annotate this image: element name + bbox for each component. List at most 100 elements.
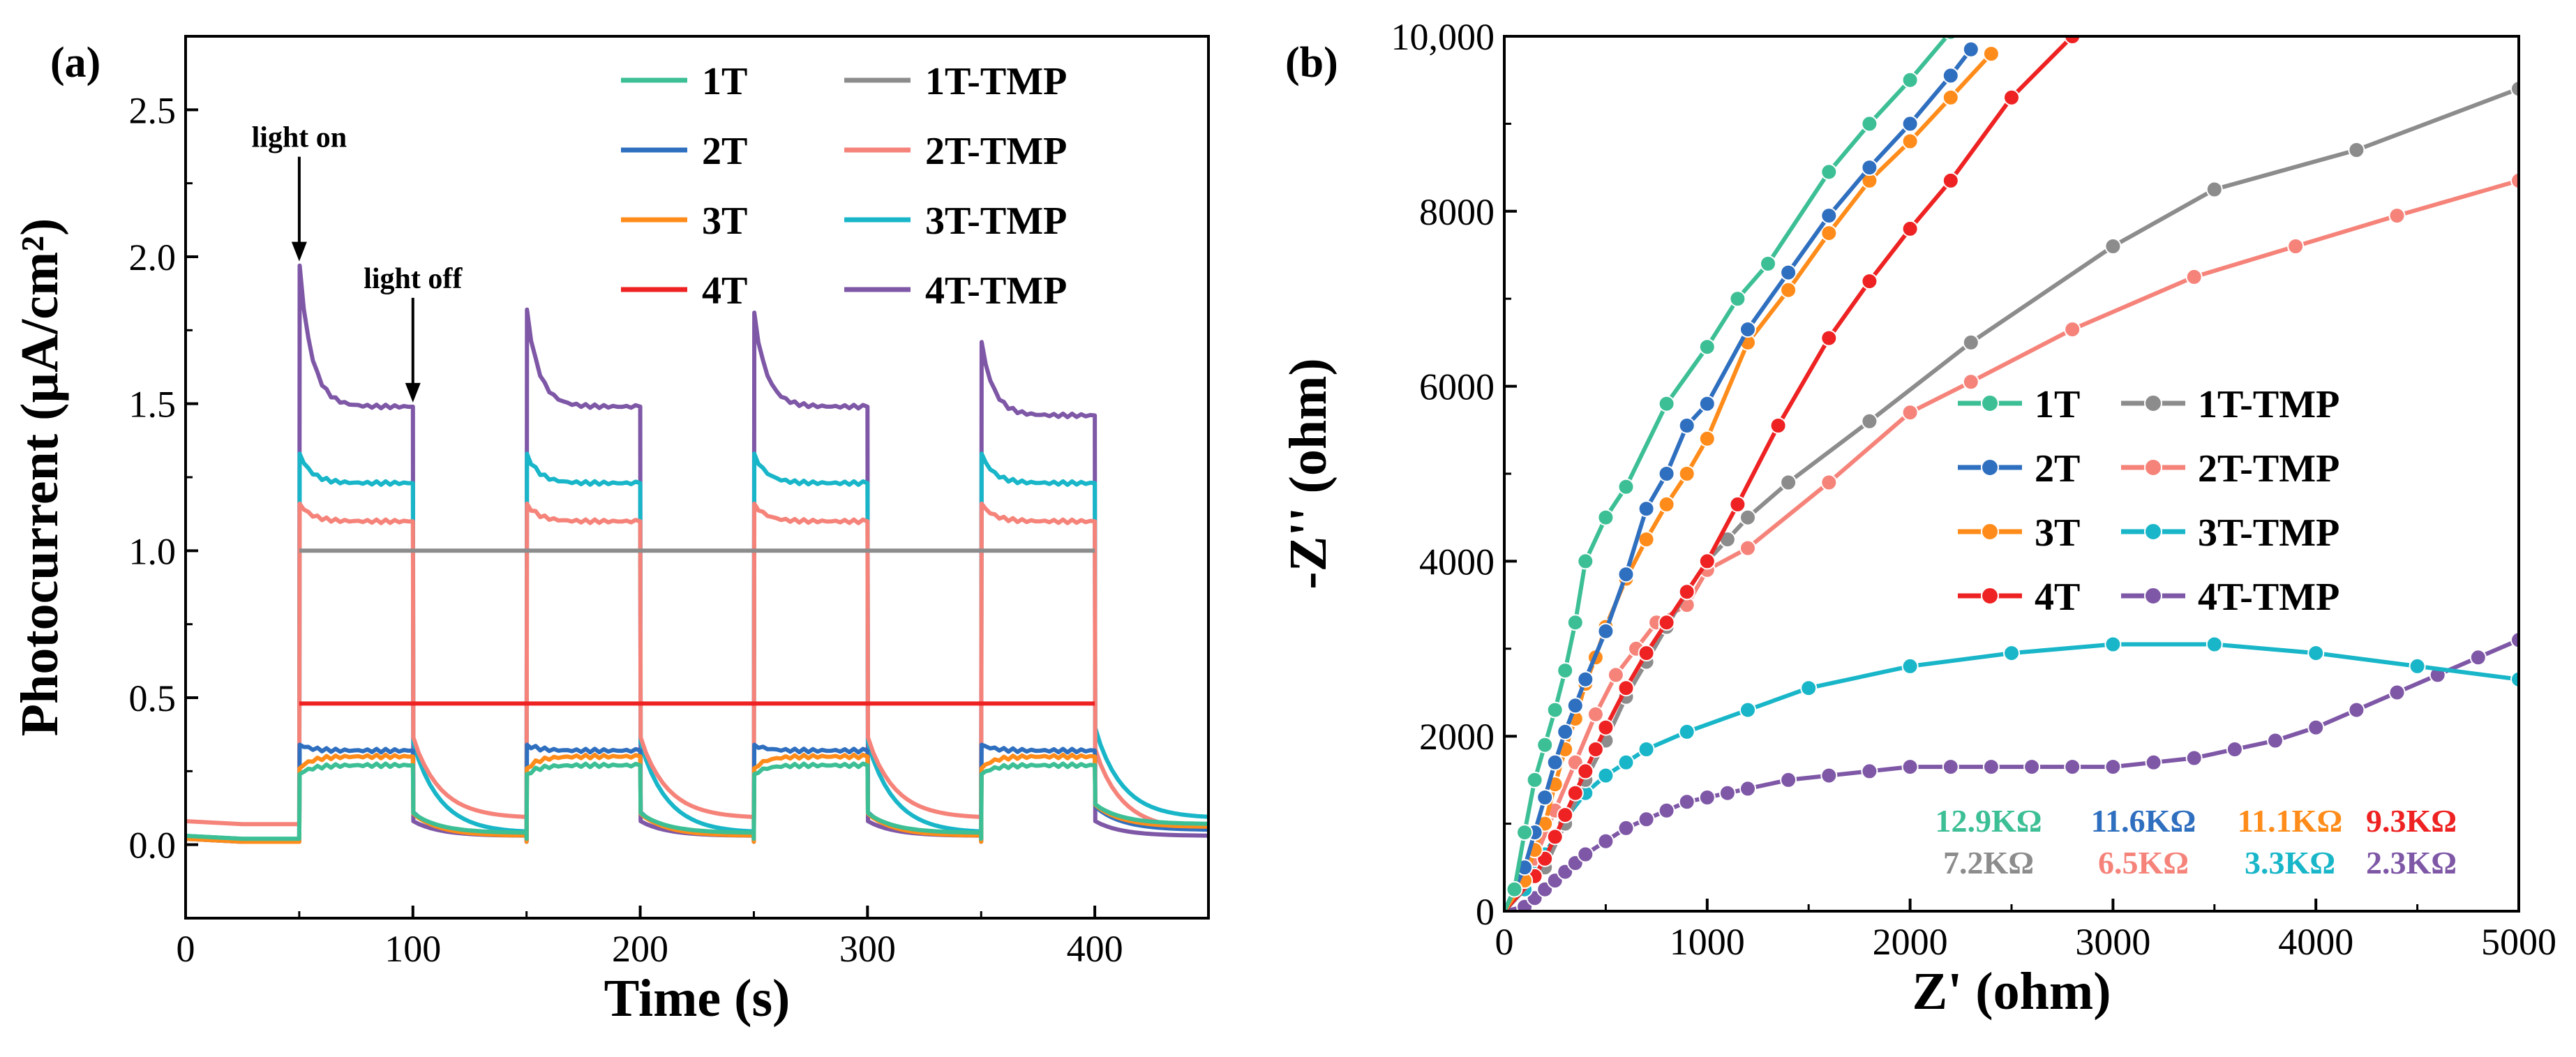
data-point-1t [1566, 614, 1584, 631]
y-tick-label: 0 [1476, 891, 1495, 933]
legend-label: 3T [2035, 511, 2080, 555]
data-point-4t-tmp [1780, 771, 1797, 788]
data-point-4t-tmp [1739, 780, 1756, 797]
legend-label: 2T-TMP [2198, 447, 2339, 490]
legend-label: 1T-TMP [925, 60, 1067, 103]
legend-marker-4t-tmp [2144, 587, 2162, 605]
legend-label: 4T-TMP [925, 269, 1067, 313]
y-tick-label: 2000 [1419, 716, 1495, 758]
data-point-1t [1506, 880, 1523, 898]
legend-label: 4T [702, 269, 747, 313]
data-point-2t-tmp [1587, 705, 1604, 723]
light-off-arrow-head [405, 382, 421, 403]
data-point-1t [1820, 163, 1838, 181]
panel-a-photocurrent-chart: 0 100 200 300 400 0.0 0.5 1.0 1.5 2.0 2.5 Time (s) P… [10, 35, 1210, 1028]
data-point-1t-tmp [2348, 142, 2365, 158]
data-point-3t-tmp [1901, 657, 1919, 675]
data-point-4t [1638, 645, 1655, 662]
data-point-3t [1638, 531, 1655, 548]
data-point-4t-tmp [1901, 758, 1919, 776]
data-point-4t-tmp [2064, 758, 2081, 776]
data-point-1t-tmp [2510, 80, 2519, 98]
data-point-4t-tmp [1698, 789, 1716, 806]
data-point-3t [1678, 465, 1695, 482]
data-point-1t [1658, 395, 1675, 412]
data-point-4t-tmp [2388, 684, 2406, 701]
data-point-1t [1536, 736, 1554, 754]
data-point-3t [1942, 89, 1959, 106]
data-point-1t-tmp [1861, 412, 1878, 430]
data-point-4t-tmp [2267, 732, 2284, 749]
y-tick-label: 1.0 [129, 530, 177, 572]
data-point-1t [1901, 71, 1919, 89]
data-point-2t [1658, 465, 1675, 482]
panel-label: (a) [50, 39, 100, 87]
data-point-2t [1780, 264, 1797, 281]
data-point-3t [1658, 495, 1675, 513]
data-point-1t [1546, 701, 1564, 719]
legend-label: 1T [702, 60, 747, 103]
data-point-4t [2064, 36, 2081, 45]
data-point-2t-tmp [1820, 474, 1838, 491]
panel-b-impedance-chart: 0 1000 2000 3000 4000 5000 0 2000 4000 6000 8000 10… [1279, 16, 2556, 1021]
data-point-2t [1577, 670, 1594, 688]
x-tick-label: 0 [177, 928, 195, 970]
data-point-2t-tmp [1962, 373, 1979, 391]
data-point-1t-tmp [1739, 509, 1756, 526]
y-tick-label: 2.5 [129, 89, 177, 131]
data-point-1t-tmp [2206, 181, 2223, 198]
legend-label: 4T-TMP [2198, 576, 2339, 619]
series-line-1t [1504, 36, 1950, 911]
data-point-3t-tmp [1739, 701, 1756, 719]
data-point-1t-tmp [1780, 474, 1797, 491]
x-tick-label: 300 [839, 928, 896, 970]
data-point-2t-tmp [2287, 238, 2305, 255]
data-point-2t [1557, 723, 1574, 740]
plot-frame [1503, 35, 2520, 913]
data-point-4t-tmp [1820, 767, 1838, 784]
data-point-3t-tmp [2104, 636, 2122, 653]
x-tick-label: 400 [1067, 928, 1123, 970]
legend-label: 3T-TMP [2198, 511, 2339, 555]
x-tick-label: 100 [384, 928, 441, 970]
y-tick-label: 8000 [1419, 191, 1495, 233]
y-tick-label: 0.5 [129, 677, 177, 719]
resistance-label: 2.3KΩ [2366, 845, 2457, 880]
data-point-2t [1617, 566, 1635, 583]
data-point-4t-tmp [2510, 631, 2519, 649]
legend-marker-2t [1981, 458, 1999, 477]
data-point-3t-tmp [2409, 657, 2426, 675]
data-point-1t [1557, 662, 1574, 680]
data-point-4t [1566, 784, 1584, 802]
data-point-1t-tmp [2104, 238, 2122, 255]
x-tick-label: 5000 [2481, 921, 2556, 963]
data-point-1t [1729, 290, 1746, 308]
data-point-4t-tmp [2226, 741, 2243, 758]
data-point-4t [1597, 719, 1615, 736]
x-tick-label: 3000 [2075, 921, 2150, 963]
legend-label: 4T [2035, 576, 2080, 619]
x-tick-label: 0 [1495, 921, 1514, 963]
x-axis-title: Z' (ohm) [1912, 962, 2111, 1021]
data-point-2t [1536, 789, 1554, 806]
series-line-1t-tmp [1504, 87, 2519, 911]
data-point-2t [1820, 207, 1838, 225]
data-point-3t [1820, 225, 1838, 242]
data-point-2t [1739, 321, 1756, 338]
data-point-3t-tmp [1617, 754, 1635, 771]
data-point-4t-tmp [2185, 749, 2203, 767]
data-point-3t [1901, 133, 1919, 150]
data-point-4t [1587, 741, 1604, 758]
resistance-label: 3.3KΩ [2245, 845, 2335, 880]
data-point-4t [1658, 614, 1675, 631]
series-line-2t [1504, 47, 1973, 911]
legend-marker-4t [1981, 587, 1999, 605]
data-point-4t [2003, 89, 2020, 106]
data-point-4t-tmp [1678, 793, 1695, 811]
legend-label: 2T-TMP [925, 130, 1067, 173]
legend-marker-1t-tmp [2144, 394, 2162, 412]
data-point-4t-tmp [1577, 846, 1594, 863]
legend-marker-1t [1981, 394, 1999, 412]
data-point-3t-tmp [1678, 723, 1695, 740]
y-tick-label: 4000 [1419, 541, 1495, 583]
